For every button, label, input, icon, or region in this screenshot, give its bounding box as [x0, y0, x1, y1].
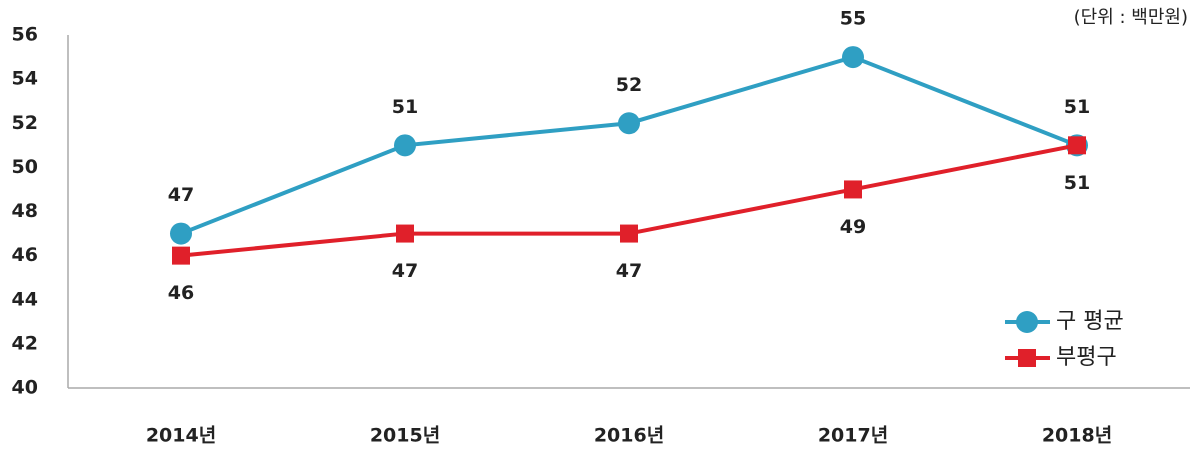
y-tick-label: 52	[12, 112, 38, 134]
y-tick-label: 48	[12, 200, 38, 222]
data-label: 49	[840, 216, 866, 238]
point-marker	[172, 246, 190, 265]
y-tick-label: 56	[12, 24, 38, 46]
data-label: 47	[392, 260, 418, 282]
y-tick-label: 44	[12, 288, 38, 310]
point-marker	[842, 46, 864, 69]
x-tick-label: 2017년	[818, 425, 888, 447]
point-marker	[1068, 136, 1086, 155]
point-marker	[394, 134, 416, 157]
y-tick-label: 50	[12, 156, 38, 178]
data-label: 47	[616, 260, 642, 282]
data-label: 55	[840, 8, 866, 30]
y-tick-label: 46	[12, 244, 38, 266]
legend-label: 부평구	[1056, 345, 1117, 370]
y-tick-label: 42	[12, 332, 38, 354]
data-label: 47	[168, 184, 194, 206]
point-marker	[618, 112, 640, 135]
data-label: 51	[392, 96, 418, 118]
point-marker	[620, 224, 638, 243]
unit-annotation: (단위 : 백만원)	[1074, 7, 1188, 28]
data-label: 51	[1064, 96, 1090, 118]
x-tick-label: 2016년	[594, 425, 664, 447]
legend-marker	[1016, 311, 1038, 333]
data-label: 52	[616, 74, 642, 96]
legend-marker	[1018, 349, 1036, 367]
legend-label: 구 평균	[1056, 309, 1124, 334]
x-tick-label: 2015년	[370, 425, 440, 447]
x-tick-label: 2014년	[146, 425, 216, 447]
data-label: 51	[1064, 172, 1090, 194]
data-label: 46	[168, 282, 194, 304]
point-marker	[396, 224, 414, 243]
y-tick-label: 54	[12, 68, 38, 90]
x-tick-label: 2018년	[1042, 425, 1112, 447]
y-tick-label: 40	[12, 377, 38, 399]
point-marker	[170, 222, 192, 245]
point-marker	[844, 180, 862, 199]
